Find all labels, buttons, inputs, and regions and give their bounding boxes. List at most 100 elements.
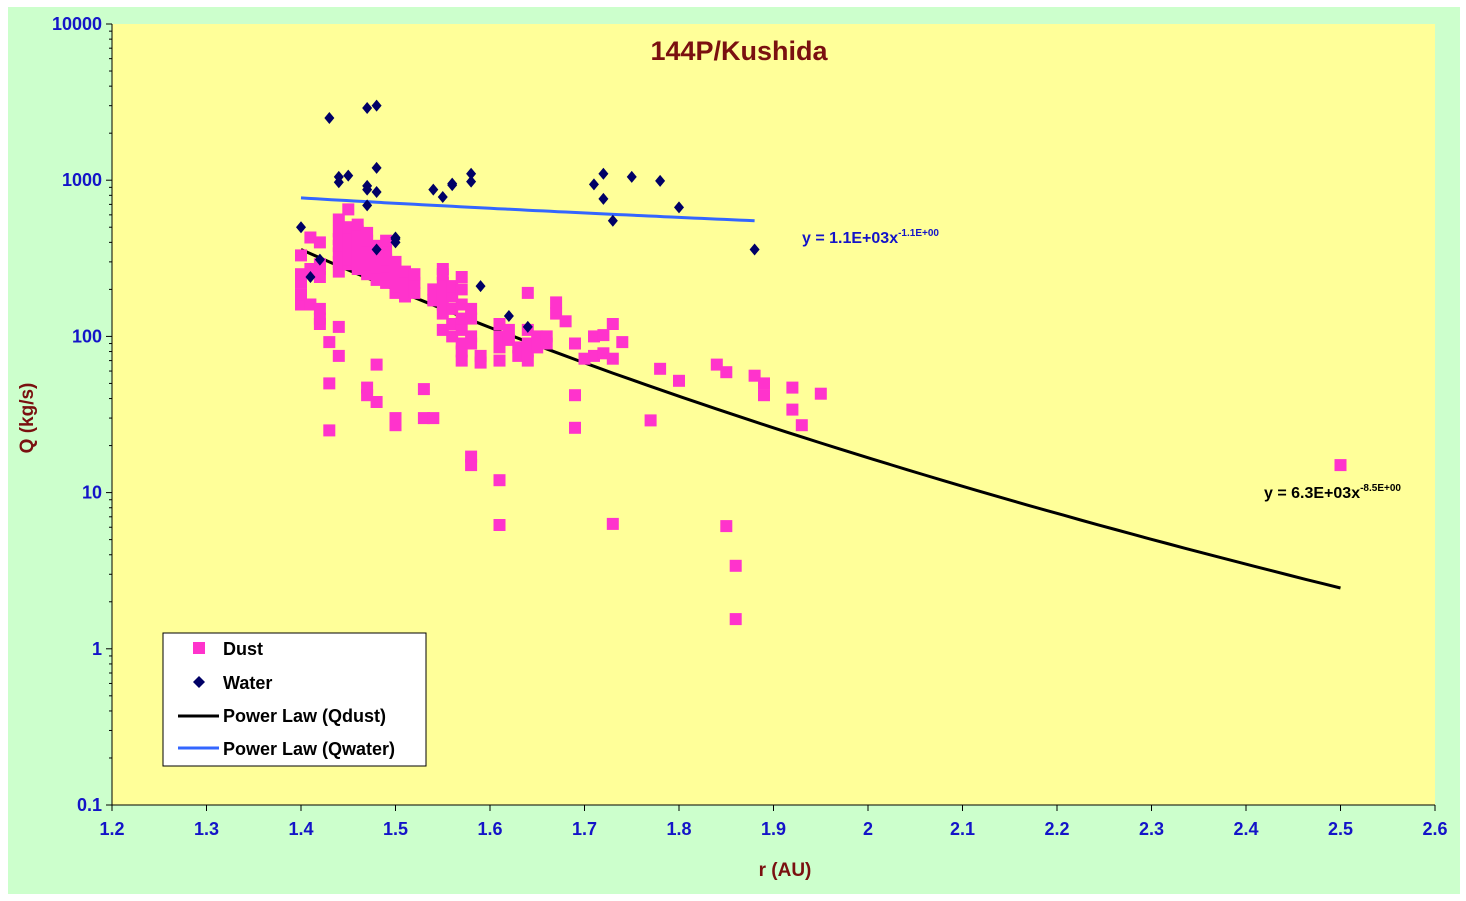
water-point <box>503 310 514 323</box>
dust-point <box>493 330 506 343</box>
legend-dust-marker <box>193 642 205 654</box>
dust-point <box>436 263 449 275</box>
dust-point <box>814 387 827 400</box>
dust-point <box>295 298 307 311</box>
dust-point <box>673 374 685 387</box>
dust-point <box>332 320 345 333</box>
water-point <box>598 192 609 205</box>
dust-point <box>493 354 506 367</box>
water-point <box>437 191 448 204</box>
dust-point <box>465 459 478 472</box>
x-tick-label: 2.3 <box>1139 819 1164 839</box>
y-tick-label: 1 <box>92 639 102 659</box>
dust-point <box>446 330 459 343</box>
legend-water-fit-label: Power Law (Qwater) <box>223 739 395 759</box>
dust-point <box>323 336 336 349</box>
dust-point <box>332 225 345 238</box>
dust-point <box>606 352 619 365</box>
water-fit-equation: y = 1.1E+03x-1.1E+00 <box>802 228 939 247</box>
y-tick-label: 10 <box>82 483 102 503</box>
dust-point <box>654 362 667 375</box>
water-point <box>324 112 335 125</box>
dust-point <box>304 298 317 311</box>
legend-water-marker <box>193 676 205 688</box>
dust-point <box>455 298 468 311</box>
y-tick-label: 1000 <box>62 170 102 190</box>
x-tick-label: 1.7 <box>572 819 597 839</box>
dust-point <box>361 226 374 239</box>
water-point <box>362 199 373 212</box>
y-tick-labels: 0.1 1 10 100 1000 10000 <box>52 14 102 815</box>
dust-point <box>427 283 440 296</box>
dust-point <box>380 245 393 258</box>
dust-point <box>493 318 506 330</box>
dust-point <box>465 302 478 315</box>
dust-point <box>408 268 421 281</box>
water-point <box>371 186 382 199</box>
dust-point <box>540 330 553 343</box>
x-tick-label: 2.4 <box>1233 819 1258 839</box>
x-tick-label: 2.6 <box>1422 819 1447 839</box>
dust-point <box>606 517 619 530</box>
dust-point <box>758 377 770 390</box>
dust-point <box>342 203 355 216</box>
dust-point <box>313 312 326 325</box>
water-point <box>588 178 599 191</box>
water-point <box>343 169 354 182</box>
water-point <box>674 201 684 214</box>
dust-point <box>606 318 619 330</box>
dust-point <box>455 312 468 325</box>
x-tick-label: 1.2 <box>99 819 124 839</box>
dust-point <box>342 221 355 234</box>
dust-point <box>455 283 468 296</box>
water-point <box>314 253 325 266</box>
dust-point <box>588 349 600 362</box>
dust-point <box>559 315 572 328</box>
dust-point <box>351 251 364 264</box>
dust-point <box>502 323 515 336</box>
y-axis-label: Q (kg/s) <box>17 383 38 454</box>
dust-point <box>323 377 336 390</box>
dust-point <box>380 234 393 247</box>
water-point <box>371 161 382 174</box>
dust-point <box>361 389 374 402</box>
dust-point <box>455 271 468 283</box>
dust-point <box>295 288 307 301</box>
legend-box <box>162 632 427 767</box>
dust-point <box>644 414 657 427</box>
dust-point <box>531 330 544 343</box>
water-fit-equation-base: y = 1.1E+03x <box>802 230 898 247</box>
x-tick-label: 2 <box>863 819 873 839</box>
dust-point <box>332 349 345 362</box>
dust-point <box>408 286 421 299</box>
dust-fit-equation: y = 6.3E+03x-8.5E+00 <box>1264 483 1401 502</box>
dust-point <box>493 519 506 531</box>
dust-point <box>569 421 581 434</box>
dust-point <box>436 307 449 320</box>
dust-point <box>304 231 317 244</box>
x-tick-label: 1.4 <box>288 819 313 839</box>
water-point <box>655 174 666 187</box>
dust-point <box>521 286 534 299</box>
dust-point <box>370 396 383 408</box>
dust-point <box>710 358 723 371</box>
y-tick-label: 10000 <box>52 14 102 34</box>
dust-point <box>313 302 326 315</box>
dust-point <box>389 255 402 268</box>
dust-point <box>502 333 515 346</box>
y-tick-label: 0.1 <box>77 795 102 815</box>
dust-point <box>295 249 307 262</box>
dust-point <box>361 268 374 281</box>
water-point <box>475 280 486 293</box>
axes <box>106 23 1436 811</box>
legend-dust-fit-label: Power Law (Qdust) <box>223 706 386 726</box>
legend: Dust Water Power Law (Qdust) Power Law (… <box>162 632 427 767</box>
x-tick-label: 1.9 <box>761 819 786 839</box>
x-tick-label: 1.6 <box>477 819 502 839</box>
legend-water-label: Water <box>223 673 272 693</box>
water-point <box>390 231 401 244</box>
x-tick-label: 2.5 <box>1328 819 1353 839</box>
dust-point <box>474 349 487 362</box>
water-point <box>749 243 760 256</box>
